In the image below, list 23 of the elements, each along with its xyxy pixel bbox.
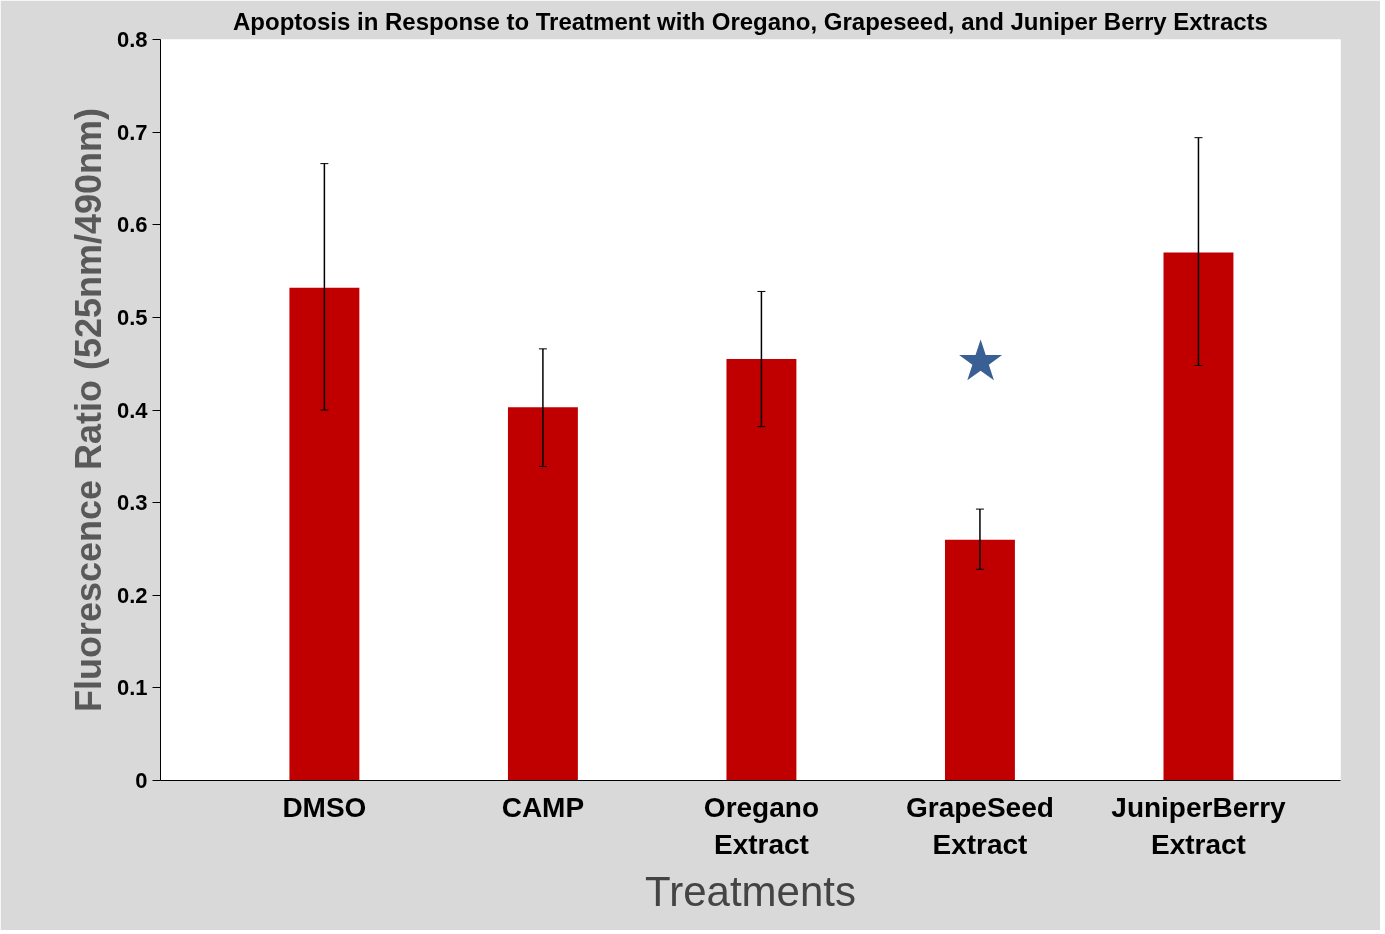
- y-tick-label: 0: [135, 768, 148, 793]
- bar: [1163, 252, 1234, 781]
- y-tick-label: 0.7: [116, 119, 148, 145]
- y-tick-label: 0.5: [116, 304, 148, 330]
- bar: [507, 407, 578, 781]
- x-axis-title: Treatments: [645, 867, 856, 915]
- y-tick-label: 0.3: [116, 490, 148, 516]
- x-tick-label: GrapeSeed Extract: [906, 791, 1054, 860]
- y-tick-label: 0.8: [116, 27, 148, 52]
- x-tick-label: DMSO: [282, 791, 367, 823]
- bar: [944, 539, 1015, 781]
- y-tick-label: 0.1: [116, 675, 148, 701]
- y-axis-title: Fluorescence Ratio (525nm/490nm): [67, 107, 109, 713]
- annotation: ★: [955, 328, 1006, 393]
- x-tick-label: Oregano Extract: [703, 791, 819, 860]
- y-tick-label: 0.2: [116, 582, 148, 608]
- bar: [726, 359, 797, 781]
- x-tick-label: JuniperBerry Extract: [1111, 791, 1287, 860]
- bar: [289, 287, 360, 781]
- x-tick-label: CAMP: [501, 791, 585, 823]
- y-tick-label: 0.6: [116, 212, 148, 238]
- y-tick-label: 0.4: [116, 397, 149, 423]
- chart-title: Apoptosis in Response to Treatment with Oregano, Grapeseed, and Juniper Berry Extracts: [233, 7, 1268, 35]
